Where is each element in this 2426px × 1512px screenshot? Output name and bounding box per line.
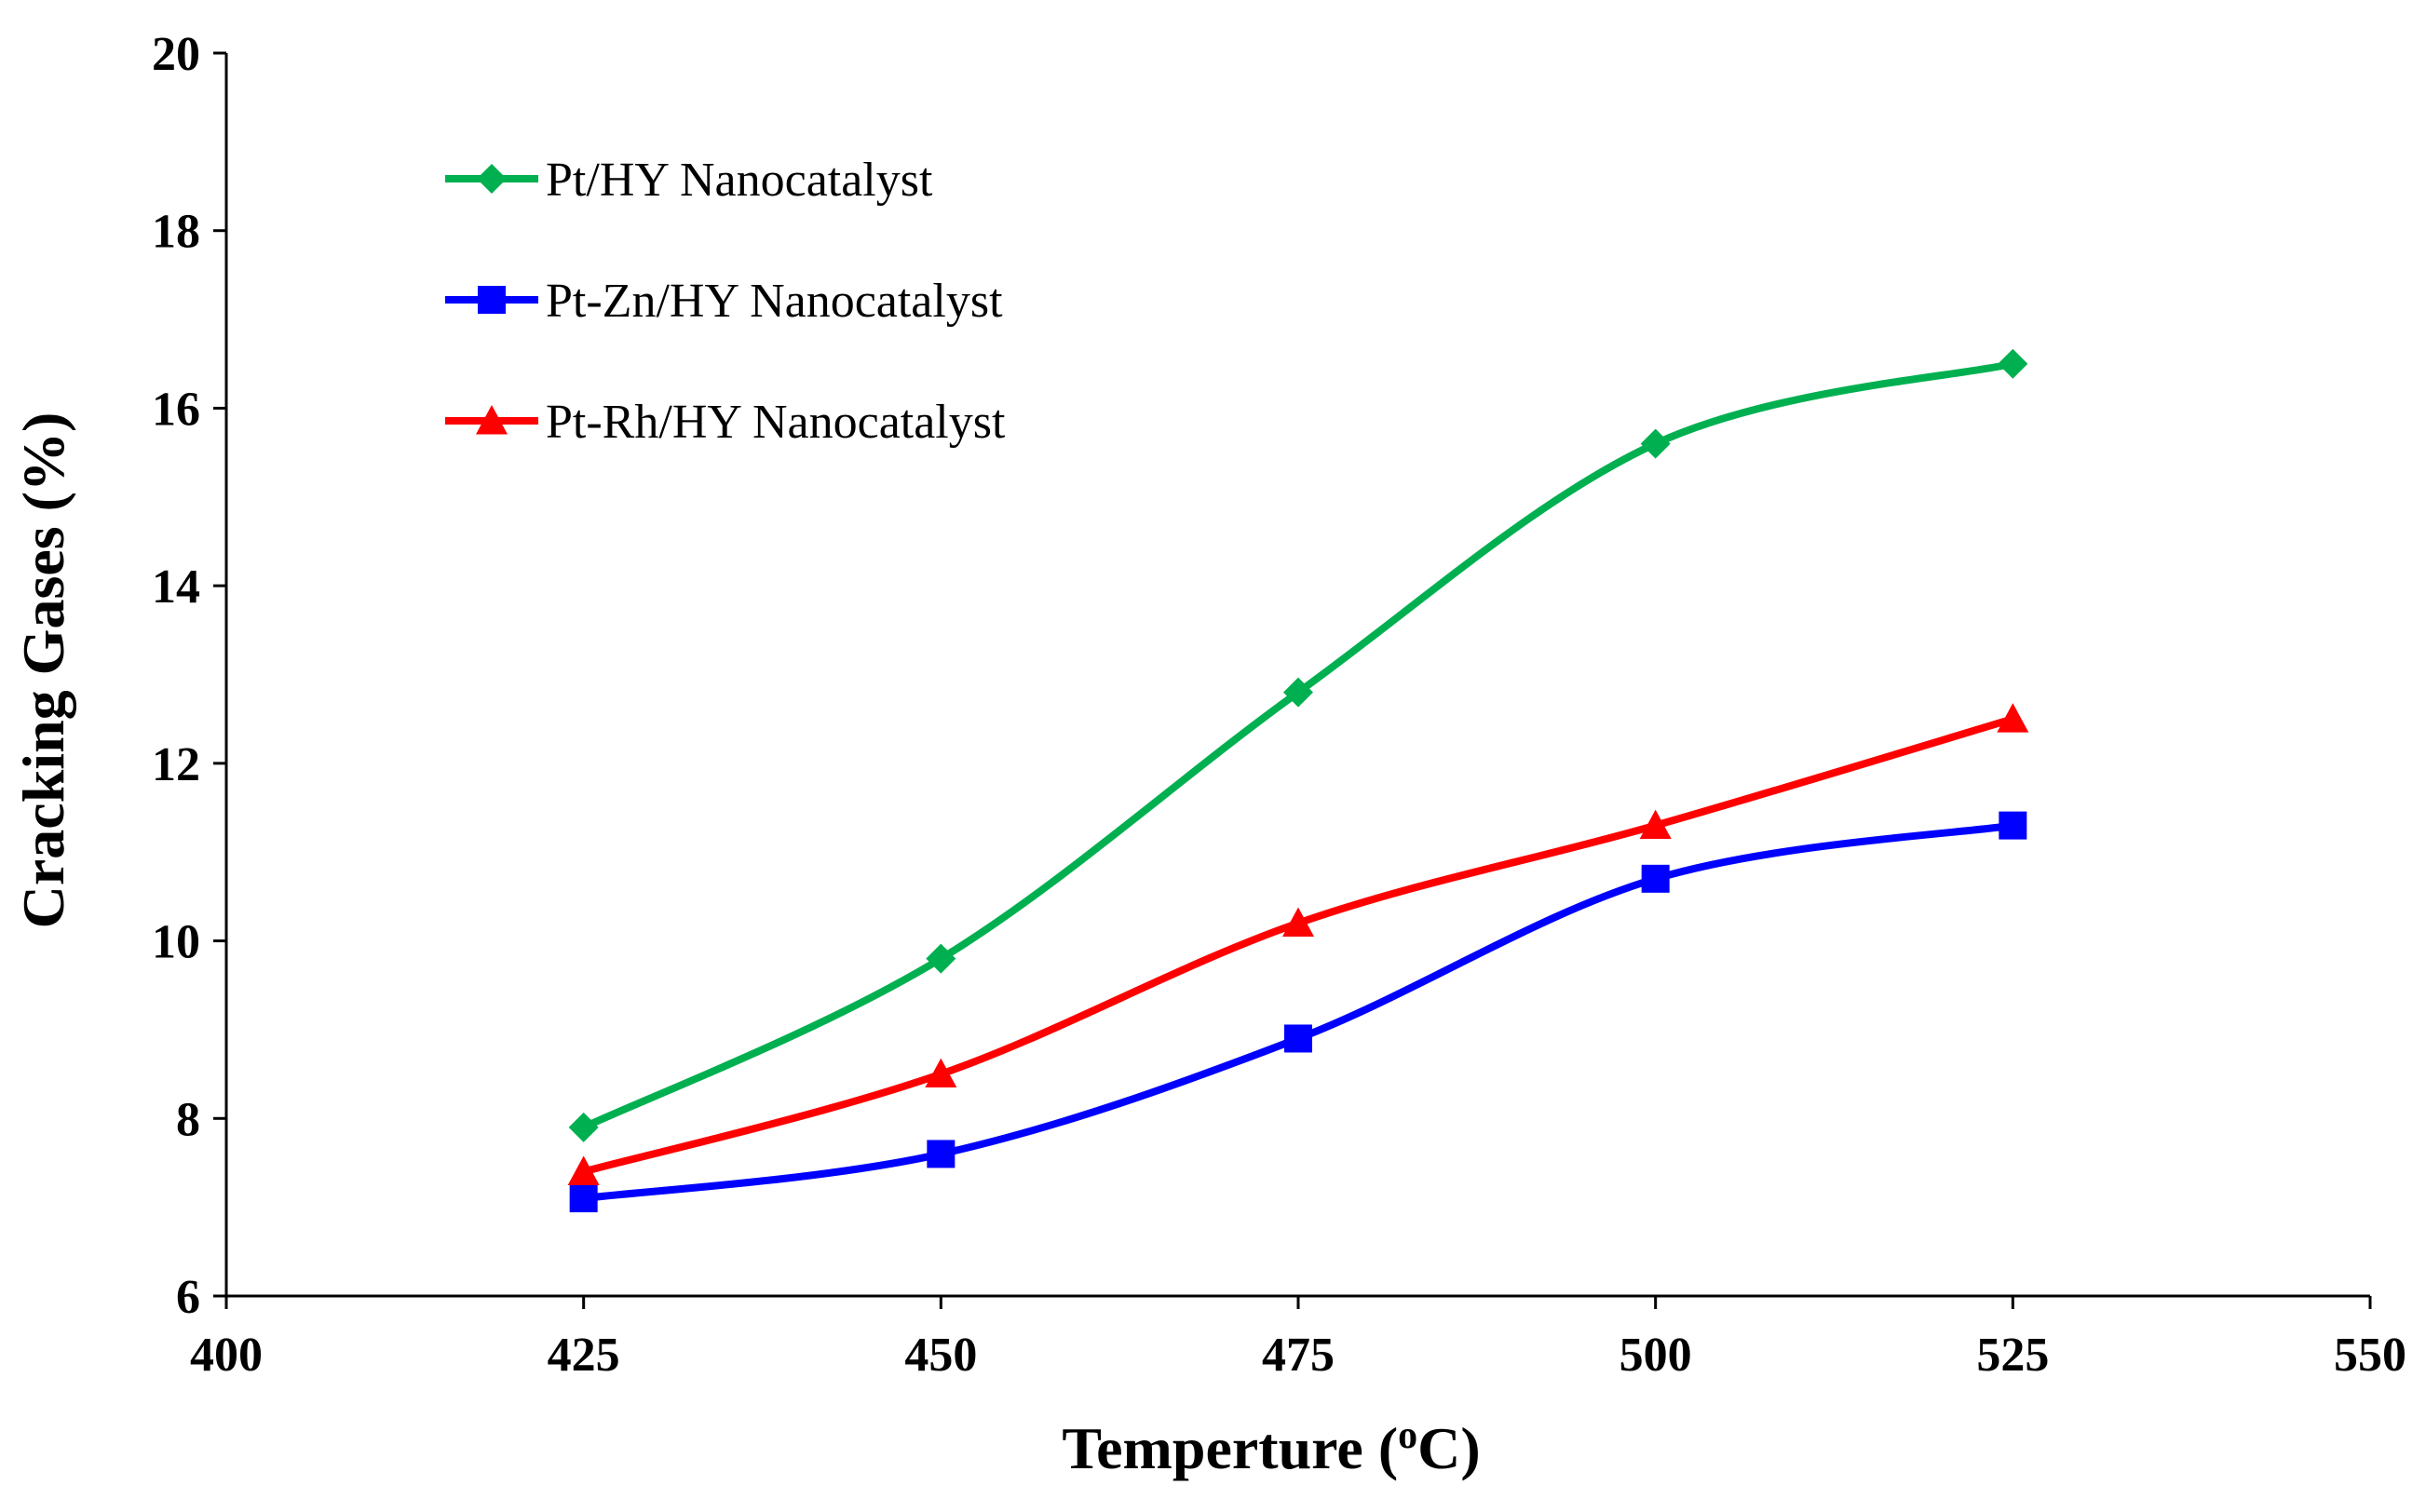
y-tick-label: 20 (152, 28, 200, 81)
x-axis-title-main: Temperture ( (1062, 1415, 1398, 1481)
series-line (579, 359, 2017, 1131)
data-point (1641, 864, 1670, 893)
data-point (1640, 428, 1671, 459)
data-point (1282, 907, 1314, 937)
x-tick-label: 475 (1262, 1329, 1335, 1382)
y-tick-label: 16 (152, 383, 200, 436)
series-line (579, 715, 2017, 1176)
series-layer (567, 348, 2029, 1213)
data-point (1284, 1024, 1312, 1053)
legend-label: Pt-Rh/HY Nanocatalyst (546, 396, 1006, 449)
y-tick-label: 6 (176, 1271, 200, 1324)
y-ticks: 6 8 10 12 14 16 18 20 (152, 28, 226, 1324)
x-tick-label: 550 (2334, 1329, 2406, 1382)
data-point (1999, 811, 2027, 840)
legend: Pt/HY Nanocatalyst Pt-Zn/HY Nanocatalyst P… (445, 154, 1006, 449)
x-axis-title-unit: C) (1417, 1415, 1481, 1481)
data-point (1283, 677, 1313, 708)
data-point (568, 1112, 599, 1142)
y-tick-label: 12 (152, 738, 200, 791)
series-1 (568, 348, 2028, 1142)
legend-label: Pt/HY Nanocatalyst (546, 154, 933, 207)
legend-item: Pt-Zn/HY Nanocatalyst (445, 275, 1003, 328)
data-point (567, 1155, 600, 1185)
legend-marker (477, 164, 507, 194)
y-axis-title: Cracking Gases (%) (10, 412, 76, 929)
legend-item: Pt/HY Nanocatalyst (445, 154, 933, 207)
series-3 (567, 703, 2029, 1185)
x-tick-label: 450 (904, 1329, 977, 1382)
x-axis-title: Temperture (oC) (1062, 1414, 1480, 1481)
x-tick-label: 500 (1620, 1329, 1692, 1382)
data-point (1997, 703, 2029, 733)
data-point (926, 943, 956, 974)
series-line (579, 821, 2017, 1203)
x-tick-label: 425 (548, 1329, 620, 1382)
data-point (927, 1140, 955, 1168)
data-point (925, 1058, 957, 1088)
x-axis-title-superscript: o (1398, 1414, 1417, 1457)
y-tick-label: 8 (176, 1093, 200, 1146)
x-tick-label: 525 (1976, 1329, 2049, 1382)
series-2 (569, 811, 2027, 1213)
x-ticks: 400 425 450 475 500 525 550 (190, 1296, 2406, 1382)
data-point (569, 1184, 598, 1213)
data-point (1639, 809, 1672, 840)
y-tick-label: 10 (152, 916, 200, 969)
axes: 6 8 10 12 14 16 18 20 400 425 450 475 500 525 550 (152, 28, 2406, 1382)
x-tick-label: 400 (190, 1329, 263, 1382)
legend-marker (478, 286, 506, 314)
legend-label: Pt-Zn/HY Nanocatalyst (546, 275, 1003, 328)
y-tick-label: 18 (152, 206, 200, 259)
y-tick-label: 14 (152, 560, 200, 614)
data-point (1998, 348, 2028, 379)
legend-marker (476, 405, 508, 435)
legend-item: Pt-Rh/HY Nanocatalyst (445, 396, 1006, 449)
